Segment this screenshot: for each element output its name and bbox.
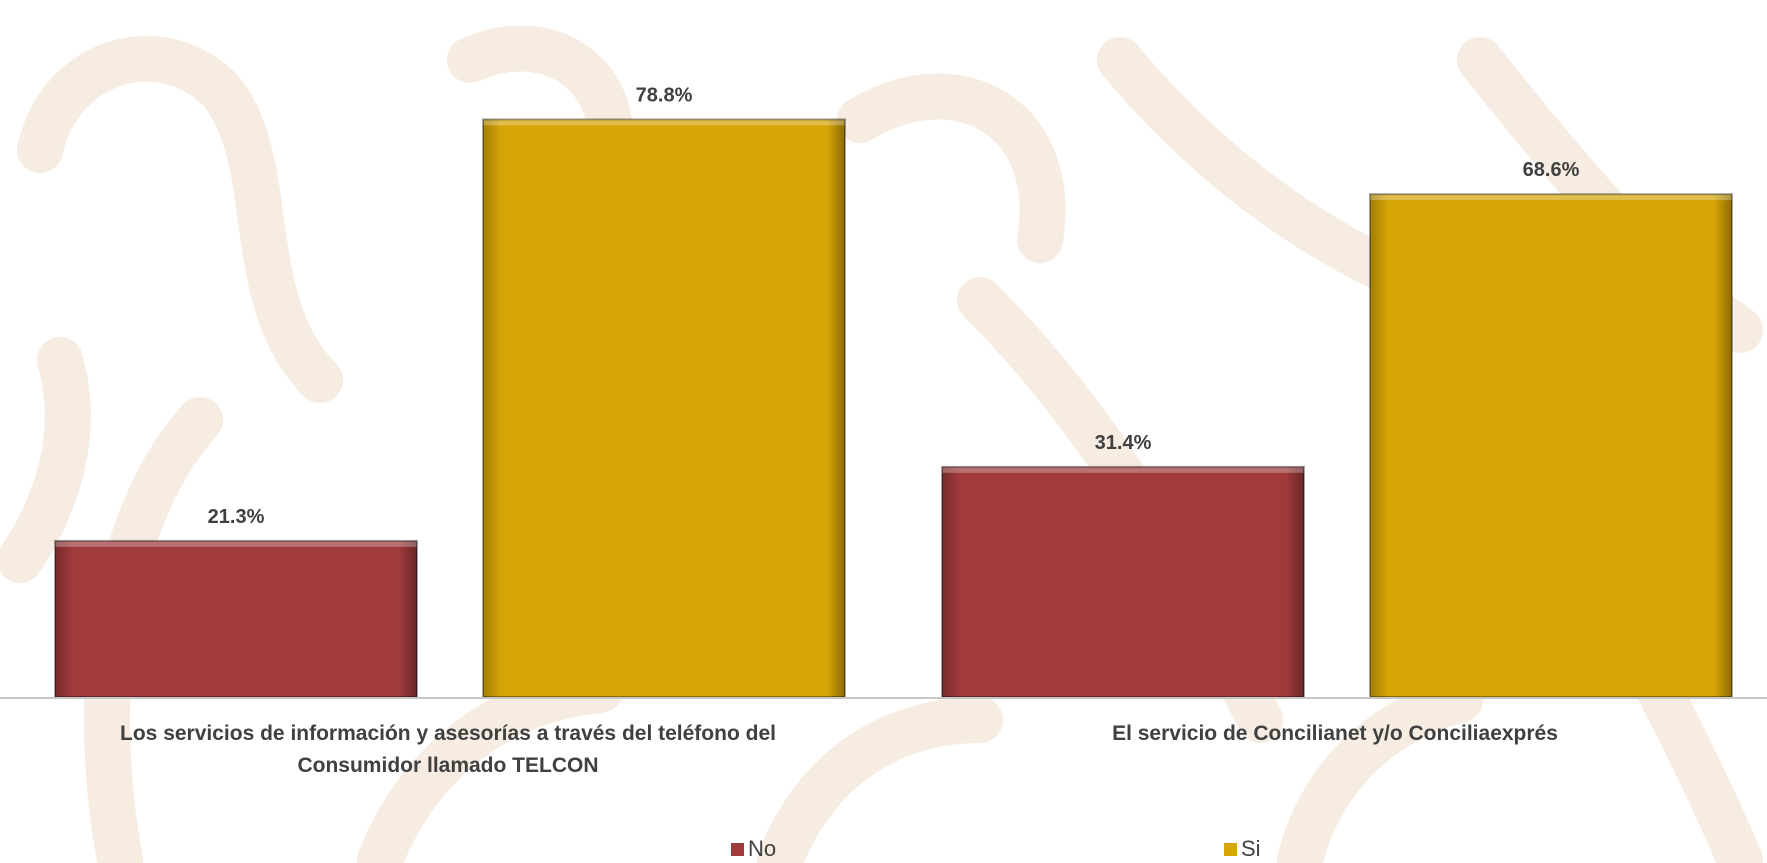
- legend-swatch-no: [731, 842, 744, 856]
- legend-label-no: No: [748, 836, 777, 861]
- category-label-1-line-2: Consumidor llamado TELCON: [297, 754, 598, 777]
- category-label-1-line-1: Los servicios de información y asesorías…: [120, 722, 776, 745]
- data-label-si-1: 78.8%: [636, 84, 693, 106]
- legend-item-no: No: [731, 836, 776, 862]
- legend-swatch-si: [1224, 842, 1237, 856]
- bar-si-1: [482, 118, 846, 699]
- data-label-si-2: 68.6%: [1523, 159, 1580, 181]
- legend-item-si: Si: [1224, 836, 1261, 862]
- data-label-no-1: 21.3%: [208, 506, 265, 528]
- bar-no-1: [54, 539, 418, 698]
- bar-no-2: [941, 465, 1305, 699]
- category-label-2-line-1: El servicio de Concilianet y/o Conciliae…: [1112, 722, 1558, 745]
- data-label-no-2: 31.4%: [1095, 432, 1152, 454]
- bar-si-2: [1369, 193, 1733, 699]
- legend-label-si: Si: [1241, 836, 1261, 861]
